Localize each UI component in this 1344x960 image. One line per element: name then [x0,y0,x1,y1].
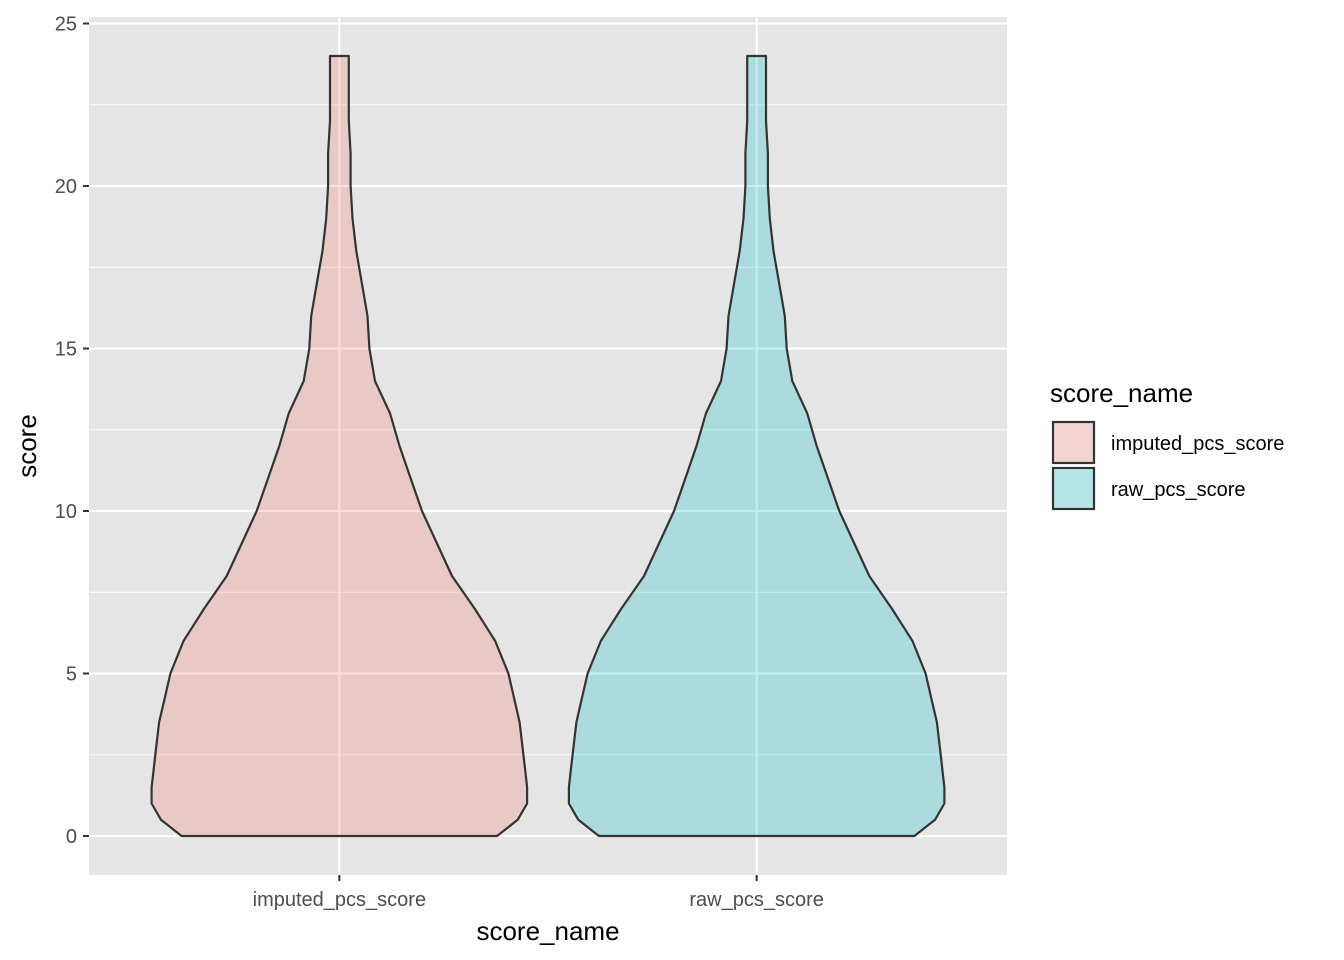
y-tick-label: 25 [55,14,77,36]
y-tick-label: 0 [66,826,77,848]
minor-grid-lines [89,104,1007,756]
y-axis: 0 5 10 15 20 25 [55,14,89,848]
legend-label: raw_pcs_score [1111,479,1246,501]
violin-raw_pcs_score [567,54,946,838]
violin-imputed_pcs_score [150,54,529,838]
y-tick-label: 10 [55,501,77,523]
major-grid-lines [89,17,1007,875]
legend-label: imputed_pcs_score [1111,433,1284,455]
legend: score_name imputed_pcs_score raw_pcs_scor… [1050,378,1284,511]
y-axis-title: score [12,414,42,478]
y-tick-label: 15 [55,339,77,361]
legend-key-background [1052,467,1095,510]
legend-keys: imputed_pcs_score raw_pcs_score [1051,420,1284,511]
legend-key-background [1052,421,1095,464]
x-tick-label: imputed_pcs_score [253,889,426,911]
plot-panel [89,17,1007,875]
y-tick-label: 20 [55,176,77,198]
legend-title: score_name [1050,378,1193,408]
legend-swatch-imputed_pcs_score [1051,420,1096,465]
x-tick-label: raw_pcs_score [689,889,824,911]
y-tick-label: 5 [66,664,77,686]
x-axis: imputed_pcs_score raw_pcs_score [253,875,824,911]
x-axis-title: score_name [476,916,619,946]
legend-swatch-raw_pcs_score [1051,466,1096,511]
violins [150,54,946,838]
